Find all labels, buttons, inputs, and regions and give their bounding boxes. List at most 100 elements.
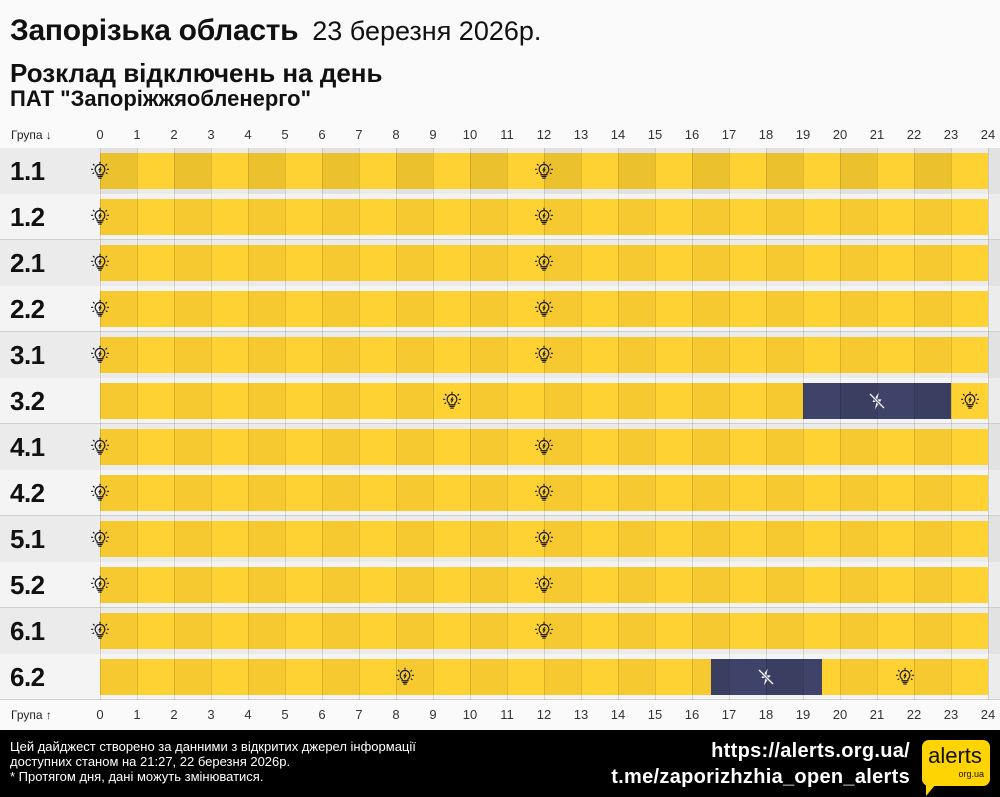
lightbulb-icon	[534, 575, 554, 595]
hour-tick: 3	[207, 707, 215, 722]
date-label: 23 березня 2026р.	[312, 16, 542, 46]
hour-tick: 16	[684, 707, 700, 722]
title-line: Запорізька область 23 березня 2026р.	[10, 14, 541, 48]
hour-tick: 5	[281, 707, 289, 722]
hour-gridline	[655, 148, 656, 700]
hour-tick: 21	[869, 127, 885, 142]
group-row: 5.2	[0, 562, 1000, 608]
telegram-link[interactable]: t.me/zaporizhzhia_open_alerts	[611, 766, 910, 788]
hour-tick: 14	[610, 127, 626, 142]
hour-gridline	[544, 148, 545, 700]
hour-tick: 9	[429, 127, 437, 142]
hour-tick: 7	[355, 707, 363, 722]
group-label: 6.2	[10, 662, 45, 692]
hour-gridline	[840, 148, 841, 700]
hour-gridline	[248, 148, 249, 700]
row-tail	[988, 194, 1000, 240]
group-row: 4.2	[0, 470, 1000, 516]
hour-gridline	[433, 148, 434, 700]
footer: Цей дайджест створено за данними з відкр…	[0, 730, 1000, 797]
lightbulb-icon	[395, 667, 415, 687]
group-label: 2.2	[10, 294, 45, 324]
hour-tick: 20	[832, 707, 848, 722]
row-tail	[988, 240, 1000, 286]
hour-gridline	[174, 148, 175, 700]
logo-text: alerts	[928, 743, 982, 768]
group-label: 4.1	[10, 432, 45, 462]
hour-tick: 7	[355, 127, 363, 142]
footer-disclaimer: * Протягом дня, дані можуть змінюватися.	[10, 769, 264, 784]
hour-gridline	[877, 148, 878, 700]
footer-note-line: Цей дайджест створено за данними з відкр…	[10, 739, 416, 754]
logo-subtext: org.ua	[958, 769, 984, 779]
hour-gridline	[729, 148, 730, 700]
lightbulb-icon	[895, 667, 915, 687]
lightbulb-icon	[534, 345, 554, 365]
hour-tick: 0	[96, 127, 104, 142]
group-label: 1.1	[10, 156, 45, 186]
lightbulb-icon	[534, 161, 554, 181]
group-label-cell: 6.1	[0, 608, 100, 654]
group-divider	[0, 515, 1000, 516]
hour-gridline	[100, 148, 101, 700]
hour-tick: 0	[96, 707, 104, 722]
hour-tick: 19	[795, 707, 811, 722]
schedule-grid: 1.1 1.2 2.1 2.2 3.1 3.2 4.1 4.2 5.1 5.2 6.1 6.2	[0, 148, 1000, 700]
hour-tick: 12	[536, 707, 552, 722]
lightbulb-icon	[960, 391, 980, 411]
hour-tick: 15	[647, 127, 663, 142]
group-label: 4.2	[10, 478, 45, 508]
group-divider	[0, 423, 1000, 424]
group-label: 5.1	[10, 524, 45, 554]
hour-gridline	[692, 148, 693, 700]
hour-tick: 22	[906, 127, 922, 142]
alerts-logo[interactable]: alerts org.ua	[922, 740, 990, 796]
lightbulb-icon	[90, 529, 110, 549]
hour-gridline	[581, 148, 582, 700]
lightbulb-icon	[90, 253, 110, 273]
lightbulb-icon	[442, 391, 462, 411]
group-row: 4.1	[0, 424, 1000, 470]
group-row: 3.1	[0, 332, 1000, 378]
group-label-cell: 2.1	[0, 240, 100, 286]
site-link[interactable]: https://alerts.org.ua/	[711, 740, 910, 762]
hour-tick: 13	[573, 127, 589, 142]
lightbulb-icon	[534, 483, 554, 503]
hour-tick: 23	[943, 707, 959, 722]
group-label: 5.2	[10, 570, 45, 600]
lightbulb-icon	[90, 345, 110, 365]
page-subtitle: Розклад відключень на день	[10, 58, 383, 88]
lightbulb-icon	[90, 575, 110, 595]
company-name: ПАТ "Запоріжжяобленерго"	[10, 86, 312, 111]
hour-tick: 15	[647, 707, 663, 722]
group-axis-label-top: Група ↓	[11, 128, 52, 142]
no-power-icon	[756, 667, 776, 687]
hour-tick: 18	[758, 707, 774, 722]
group-label-cell: 1.2	[0, 194, 100, 240]
hour-gridline	[322, 148, 323, 700]
hour-tick: 2	[170, 127, 178, 142]
lightbulb-icon	[90, 207, 110, 227]
hour-gridline	[914, 148, 915, 700]
hour-tick: 10	[462, 127, 478, 142]
hour-tick: 18	[758, 127, 774, 142]
lightbulb-icon	[90, 621, 110, 641]
footer-note-line: доступних станом на 21:27, 22 березня 20…	[10, 754, 291, 769]
hour-gridline	[285, 148, 286, 700]
group-divider	[0, 607, 1000, 608]
hour-gridline	[618, 148, 619, 700]
hour-tick: 19	[795, 127, 811, 142]
hour-gridline	[988, 148, 989, 700]
hour-tick: 11	[500, 127, 514, 142]
hour-tick: 4	[244, 707, 252, 722]
group-label: 6.1	[10, 616, 45, 646]
hour-axis-top: Група ↓ 0 1 2 3 4 5 6 7 8 9 10 11 12 13 14 15 16 17 18 19 20…	[0, 124, 1000, 148]
hour-gridline	[396, 148, 397, 700]
group-label-cell: 3.1	[0, 332, 100, 378]
hour-tick: 8	[392, 707, 400, 722]
hour-gridline	[137, 148, 138, 700]
hour-tick: 24	[980, 707, 996, 722]
group-row: 1.2	[0, 194, 1000, 240]
hour-tick: 23	[943, 127, 959, 142]
hour-tick: 5	[281, 127, 289, 142]
